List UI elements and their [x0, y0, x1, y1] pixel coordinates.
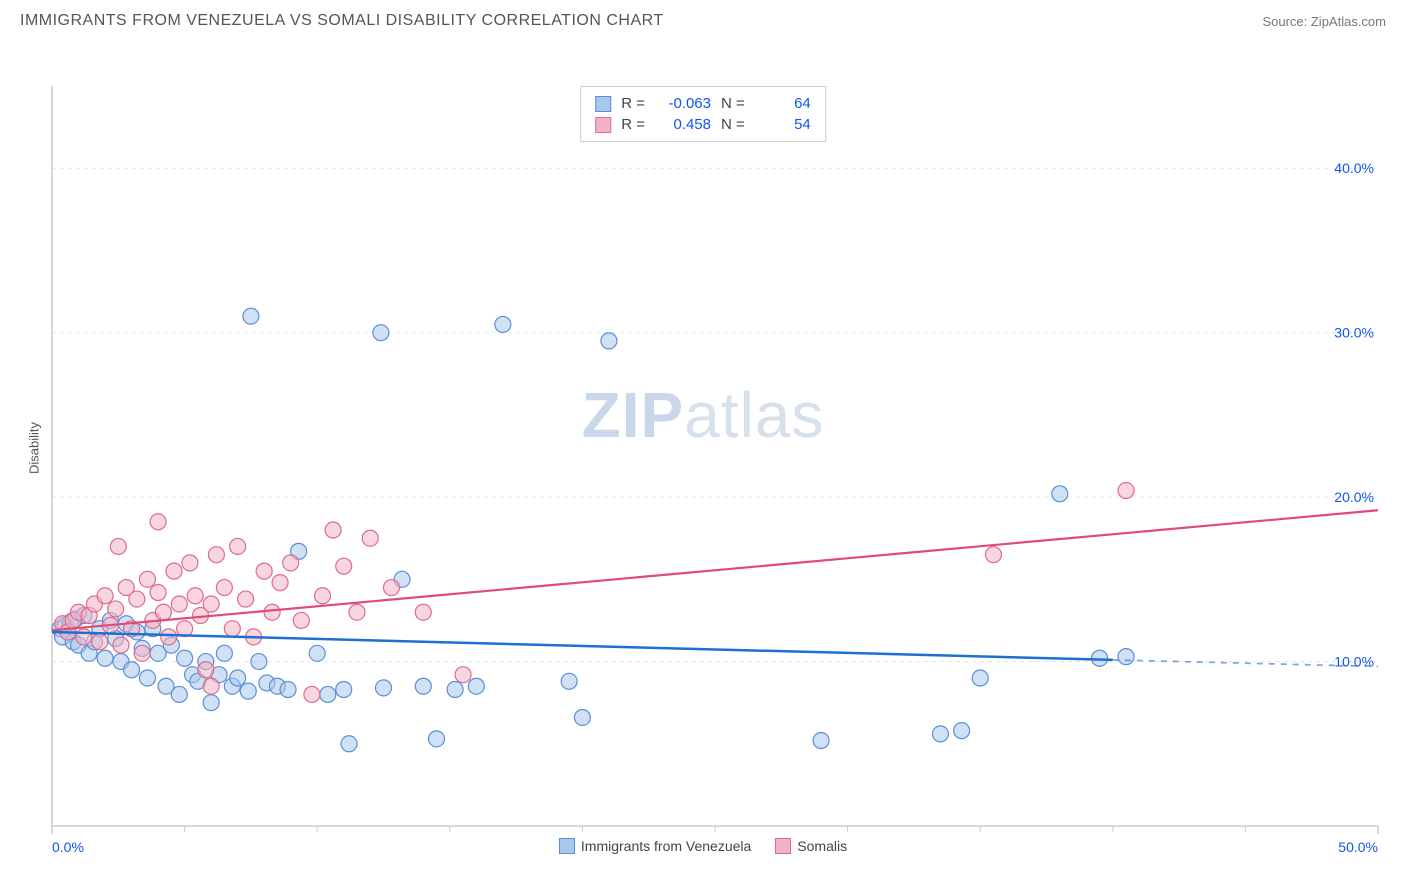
stats-r-value-0: -0.063: [655, 95, 711, 112]
stats-r-label: R =: [621, 95, 645, 112]
stats-swatch-0: [595, 96, 611, 112]
y-axis-label: Disability: [27, 422, 42, 474]
stats-swatch-1: [595, 117, 611, 133]
source-prefix: Source:: [1262, 14, 1310, 29]
stats-legend-box: R = -0.063 N = 64 R = 0.458 N = 54: [580, 86, 826, 142]
stats-n-value-0: 64: [755, 95, 811, 112]
stats-r-label: R =: [621, 116, 645, 133]
svg-text:30.0%: 30.0%: [1334, 325, 1374, 341]
chart-header: IMMIGRANTS FROM VENEZUELA VS SOMALI DISA…: [0, 0, 1406, 38]
footer-legend: Immigrants from Venezuela Somalis: [0, 838, 1406, 854]
svg-text:40.0%: 40.0%: [1334, 160, 1374, 176]
footer-legend-item-1: Somalis: [775, 838, 847, 854]
svg-text:10.0%: 10.0%: [1334, 654, 1374, 670]
footer-swatch-0: [559, 838, 575, 854]
footer-label-1: Somalis: [797, 838, 847, 854]
footer-swatch-1: [775, 838, 791, 854]
scatter-chart: 10.0%20.0%30.0%40.0%0.0%50.0%: [0, 38, 1406, 858]
chart-container: Disability 10.0%20.0%30.0%40.0%0.0%50.0%…: [0, 38, 1406, 858]
chart-title: IMMIGRANTS FROM VENEZUELA VS SOMALI DISA…: [20, 12, 664, 30]
svg-text:20.0%: 20.0%: [1334, 489, 1374, 505]
stats-r-value-1: 0.458: [655, 116, 711, 133]
stats-n-value-1: 54: [755, 116, 811, 133]
stats-n-label: N =: [721, 95, 745, 112]
footer-label-0: Immigrants from Venezuela: [581, 838, 751, 854]
source-name: ZipAtlas.com: [1311, 14, 1386, 29]
stats-row-series-1: R = 0.458 N = 54: [595, 114, 811, 135]
stats-n-label: N =: [721, 116, 745, 133]
footer-legend-item-0: Immigrants from Venezuela: [559, 838, 751, 854]
stats-row-series-0: R = -0.063 N = 64: [595, 93, 811, 114]
chart-source: Source: ZipAtlas.com: [1262, 14, 1386, 29]
